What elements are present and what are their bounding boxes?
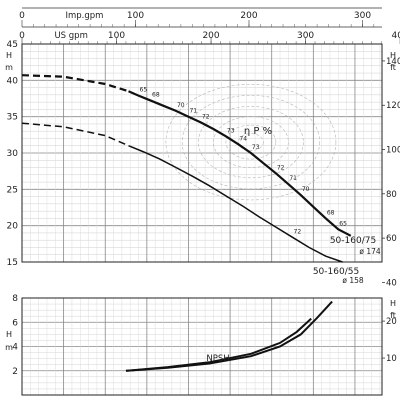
us-gpm-tick-label: 200: [202, 31, 219, 41]
npsh-y-axis-label-m: m: [5, 343, 13, 352]
efficiency-point-label: 68: [152, 92, 160, 99]
us-gpm-axis-label: US gpm: [54, 31, 87, 41]
efficiency-point-label: 70: [302, 186, 310, 193]
efficiency-iso-curve: [181, 95, 320, 190]
efficiency-point-label: 65: [339, 220, 347, 227]
efficiency-point-label: 73: [252, 144, 260, 151]
npsh-right-axis-label-h: H: [390, 299, 396, 308]
efficiency-point-label: 71: [289, 175, 297, 182]
imp-gpm-tick-label: 200: [240, 11, 257, 21]
npsh-right-axis-label-ft: ft: [390, 311, 396, 320]
imp-gpm-tick-label: 0: [19, 11, 25, 21]
head-y-tick-label: 20: [7, 222, 19, 232]
impeller-label-158: ø 158: [342, 276, 364, 285]
head-curve-dashed: [21, 74, 129, 93]
us-gpm-tick-label: 400: [391, 31, 400, 41]
impeller-label-174: ø 174: [359, 247, 381, 256]
us-gpm-tick-label: 300: [297, 31, 314, 41]
efficiency-point-label: 71: [189, 108, 197, 115]
imp-gpm-tick-label: 100: [127, 11, 144, 21]
efficiency-point-label: 70: [177, 102, 185, 109]
head-y-tick-label: 45: [7, 40, 18, 50]
imp-gpm-tick-label: 300: [354, 11, 371, 21]
head-right-axis-label-h: H: [390, 51, 396, 60]
efficiency-iso-curve: [198, 106, 304, 179]
head-right-tick-label: 40: [386, 278, 397, 288]
imp-gpm-axis-label: Imp.gpm: [65, 11, 103, 21]
us-gpm-tick-label: 100: [108, 31, 125, 41]
npsh-right-tick-label: 10: [386, 354, 397, 364]
efficiency-point-label: 72: [202, 113, 210, 120]
head-y-axis-label-h: H: [6, 51, 12, 60]
head-right-tick-label: 80: [386, 190, 397, 200]
efficiency-iso-curve: [238, 133, 264, 151]
npsh-label: NPSH: [206, 354, 229, 364]
npsh-y-tick-label: 4: [12, 343, 18, 353]
npsh-y-tick-label: 8: [12, 294, 18, 304]
head-right-axis-label-ft: ft: [390, 63, 396, 72]
efficiency-point-label: 73: [227, 127, 235, 134]
npsh-right-tick-label: 20: [386, 317, 397, 327]
head-panel-frame: [21, 43, 383, 263]
head-curve: [128, 145, 343, 263]
head-y-tick-label: 25: [7, 185, 18, 195]
head-y-tick-label: 30: [7, 149, 19, 159]
npsh-y-tick-label: 2: [12, 367, 18, 377]
head-curve-dashed: [21, 122, 129, 147]
head-y-tick-label: 40: [7, 76, 19, 86]
efficiency-point-label: 68: [327, 209, 335, 216]
npsh-y-axis-label-h: H: [6, 330, 12, 339]
efficiency-point-label: 72: [277, 164, 285, 171]
model-label-75: 50-160/75: [330, 236, 376, 246]
head-right-tick-label: 100: [386, 146, 400, 156]
head-y-axis-label-m: m: [5, 63, 13, 72]
npsh-panel-frame: [21, 297, 383, 396]
head-y-tick-label: 35: [7, 113, 18, 123]
head-right-tick-label: 60: [386, 234, 397, 244]
us-gpm-tick-label: 0: [19, 31, 25, 41]
npsh-y-tick-label: 6: [12, 318, 18, 328]
head-right-tick-label: 120: [386, 101, 400, 111]
efficiency-point-label: 74: [239, 135, 247, 142]
efficiency-point-label: 72: [294, 228, 302, 235]
efficiency-iso-curve: [165, 84, 337, 201]
npsh-curve: [125, 300, 333, 372]
efficiency-point-label: 65: [140, 87, 148, 94]
head-y-tick-label: 15: [7, 258, 18, 268]
head-right-tick-label: 140: [386, 57, 400, 67]
efficiency-iso-curve: [225, 124, 277, 160]
efficiency-iso-curve: [213, 116, 289, 168]
model-label-55: 50-160/55: [313, 267, 359, 277]
head-curve: [128, 90, 352, 237]
efficiency-label: η P %: [244, 126, 272, 137]
